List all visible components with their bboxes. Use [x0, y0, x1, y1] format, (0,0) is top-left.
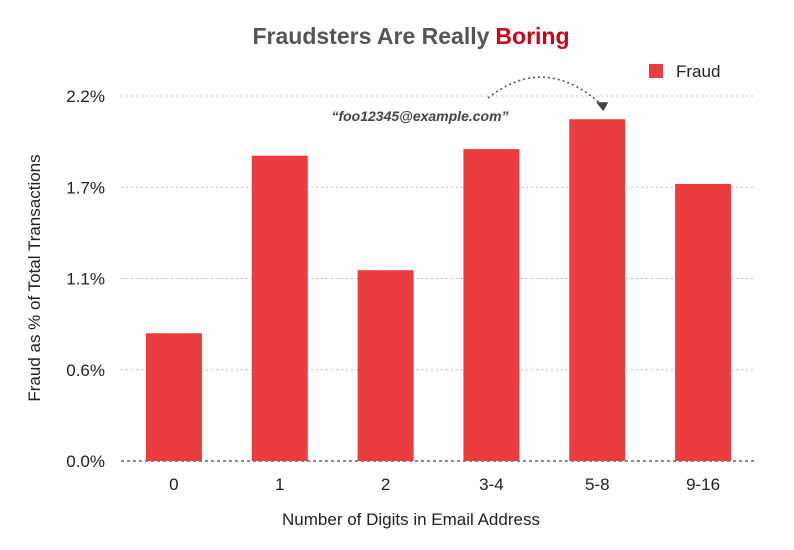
legend-label-fraud: Fraud [676, 62, 720, 81]
bars [145, 119, 732, 462]
annotation: “foo12345@example.com” [331, 76, 609, 124]
chart-title: Fraudsters Are Really Boring [252, 23, 569, 49]
x-tick-label: 0 [169, 475, 178, 494]
x-tick-label: 2 [381, 475, 390, 494]
tick-labels: 0.0% 0.6% 1.1% 1.7% 2.2% 0 1 2 3-4 5-8 9-16 [66, 87, 720, 494]
bar-0 [145, 333, 202, 461]
y-tick-label: 0.6% [66, 361, 105, 380]
y-axis-label: Fraud as % of Total Transactions [25, 154, 44, 401]
y-tick-label: 1.1% [66, 270, 105, 289]
y-tick-label: 1.7% [66, 178, 105, 197]
x-tick-label: 5-8 [585, 475, 610, 494]
legend-swatch-fraud [649, 64, 663, 78]
annotation-text: “foo12345@example.com” [331, 108, 508, 124]
bar-3-4 [463, 149, 520, 461]
legend: Fraud [649, 62, 720, 81]
bar-9-16 [675, 183, 732, 461]
annotation-arrowhead [596, 102, 609, 112]
x-tick-label: 3-4 [479, 475, 504, 494]
grid-lines [121, 95, 756, 462]
bar-2 [357, 270, 414, 461]
x-tick-label: 1 [275, 475, 284, 494]
chart-title-main: Fraudsters Are Really [252, 23, 489, 49]
x-tick-label: 9-16 [686, 475, 720, 494]
x-axis-label: Number of Digits in Email Address [282, 510, 540, 529]
annotation-arrow [487, 76, 603, 106]
bar-1 [251, 155, 308, 461]
chart-title-emphasis: Boring [495, 23, 569, 49]
y-tick-label: 2.2% [66, 87, 105, 106]
bar-5-8 [569, 119, 626, 462]
y-tick-label: 0.0% [66, 452, 105, 471]
